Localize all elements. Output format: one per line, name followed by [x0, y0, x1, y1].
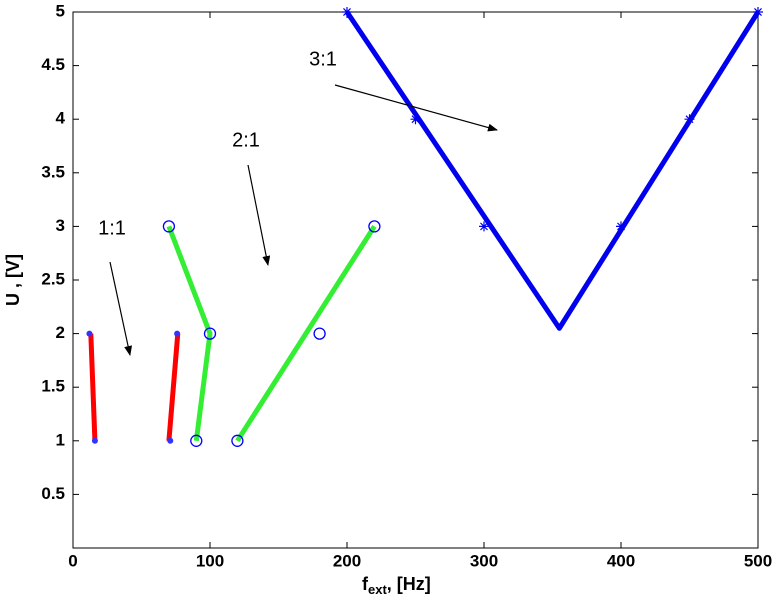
annotation-arrow	[334, 84, 498, 132]
point-dot	[167, 437, 174, 444]
series-line	[166, 333, 181, 442]
x-tick-label: 300	[470, 551, 498, 570]
x-label-base: f	[362, 574, 369, 594]
y-tick-label: 2.5	[41, 269, 65, 288]
point-star	[479, 221, 489, 232]
series-line	[235, 225, 377, 443]
x-tick-label: 500	[744, 551, 772, 570]
point-circle	[190, 434, 203, 447]
y-tick-label: 4	[56, 109, 66, 128]
point-circle	[203, 327, 217, 340]
annotation-arrow	[247, 164, 271, 266]
point-star	[410, 114, 421, 125]
x-tick-label: 0	[68, 551, 77, 570]
x-tick-label: 200	[333, 551, 361, 570]
series-line	[88, 333, 98, 441]
x-label-sub: ext	[368, 582, 387, 597]
y-tick-label: 4.5	[41, 55, 65, 74]
y-tick-label: 3.5	[41, 162, 65, 181]
series-line	[344, 10, 761, 331]
point-dot	[86, 330, 93, 337]
point-dot	[174, 330, 181, 337]
series-line	[166, 225, 213, 442]
point-circle	[368, 220, 381, 233]
x-tick-label: 100	[196, 551, 224, 570]
point-circle	[162, 220, 176, 233]
point-dot	[91, 437, 98, 444]
y-tick-label: 1.5	[41, 377, 65, 396]
annotation: 2:1	[232, 129, 260, 151]
x-tick-label: 400	[607, 551, 635, 570]
plot-frame	[72, 11, 759, 549]
y-tick-label: 1	[56, 430, 65, 449]
x-axis-label: fext, [Hz]	[362, 574, 431, 598]
point-star	[616, 221, 626, 232]
point-star	[684, 114, 695, 125]
y-tick-label: 2	[56, 323, 65, 342]
point-star	[342, 7, 352, 17]
y-tick-label: 5	[56, 1, 65, 20]
point-circle	[313, 327, 326, 340]
annotation-arrow	[109, 261, 133, 356]
x-label-rest: , [Hz]	[387, 574, 431, 594]
y-tick-label: 3	[56, 216, 65, 235]
annotation: 3:1	[309, 48, 337, 70]
point-star	[753, 7, 763, 17]
point-circle	[231, 434, 244, 447]
y-axis-label: U , [V]	[3, 254, 23, 306]
annotation: 1:1	[98, 217, 126, 239]
y-tick-label: 0.5	[41, 484, 65, 503]
